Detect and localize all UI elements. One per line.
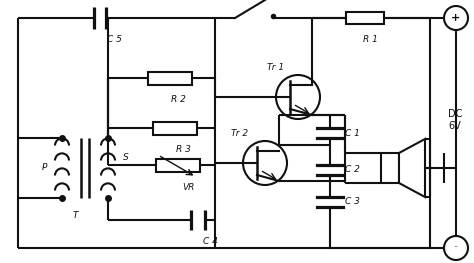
Text: P: P bbox=[41, 164, 46, 173]
Text: C 4: C 4 bbox=[202, 237, 218, 246]
Text: DC
6V: DC 6V bbox=[448, 109, 462, 131]
Text: ··: ·· bbox=[453, 244, 459, 252]
Bar bbox=[148, 72, 192, 84]
Bar bbox=[381, 153, 399, 183]
Text: S: S bbox=[123, 154, 129, 163]
Bar bbox=[156, 159, 200, 171]
Bar bbox=[153, 122, 197, 134]
Text: R 2: R 2 bbox=[171, 95, 185, 104]
Text: T: T bbox=[72, 211, 78, 220]
Text: Tr 2: Tr 2 bbox=[231, 129, 248, 138]
Text: +: + bbox=[451, 13, 461, 23]
Text: Tr 1: Tr 1 bbox=[267, 63, 284, 72]
Text: C 2: C 2 bbox=[345, 165, 359, 174]
Text: C 5: C 5 bbox=[107, 36, 121, 44]
Text: R 1: R 1 bbox=[363, 36, 377, 44]
Text: C 3: C 3 bbox=[345, 198, 359, 206]
Text: C 1: C 1 bbox=[345, 129, 359, 138]
Text: R 3: R 3 bbox=[175, 145, 191, 154]
Bar bbox=[346, 12, 384, 24]
Polygon shape bbox=[399, 139, 425, 197]
Text: VR: VR bbox=[182, 183, 194, 191]
